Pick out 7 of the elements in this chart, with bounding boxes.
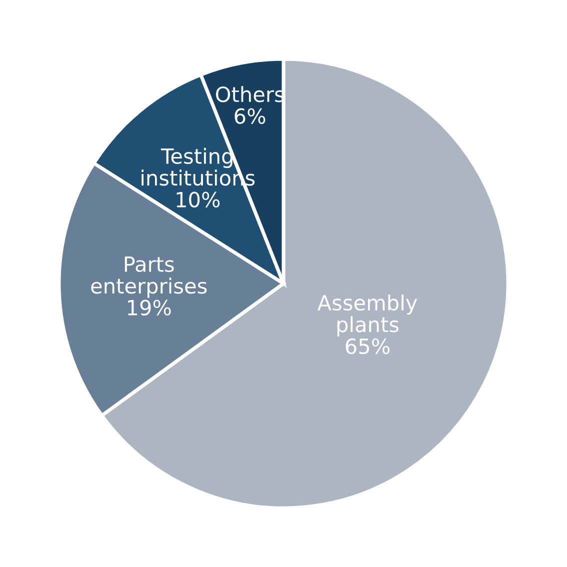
data-label: 6% bbox=[234, 108, 266, 124]
slice-label: Parts enterprises bbox=[91, 256, 207, 298]
data-label: 19% bbox=[128, 300, 171, 316]
data-label: 10% bbox=[176, 192, 220, 208]
slice-label: Assembly plants bbox=[317, 294, 418, 336]
data-label: 65% bbox=[346, 338, 390, 354]
slice-label: Others bbox=[216, 86, 284, 102]
